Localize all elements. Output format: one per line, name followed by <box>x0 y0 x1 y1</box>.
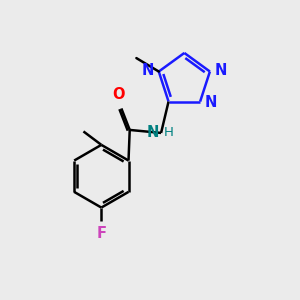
Text: F: F <box>96 226 106 242</box>
Text: H: H <box>164 126 173 140</box>
Text: O: O <box>112 87 124 102</box>
Text: N: N <box>214 63 227 78</box>
Text: N: N <box>142 63 154 78</box>
Text: N: N <box>146 125 159 140</box>
Text: N: N <box>205 95 217 110</box>
